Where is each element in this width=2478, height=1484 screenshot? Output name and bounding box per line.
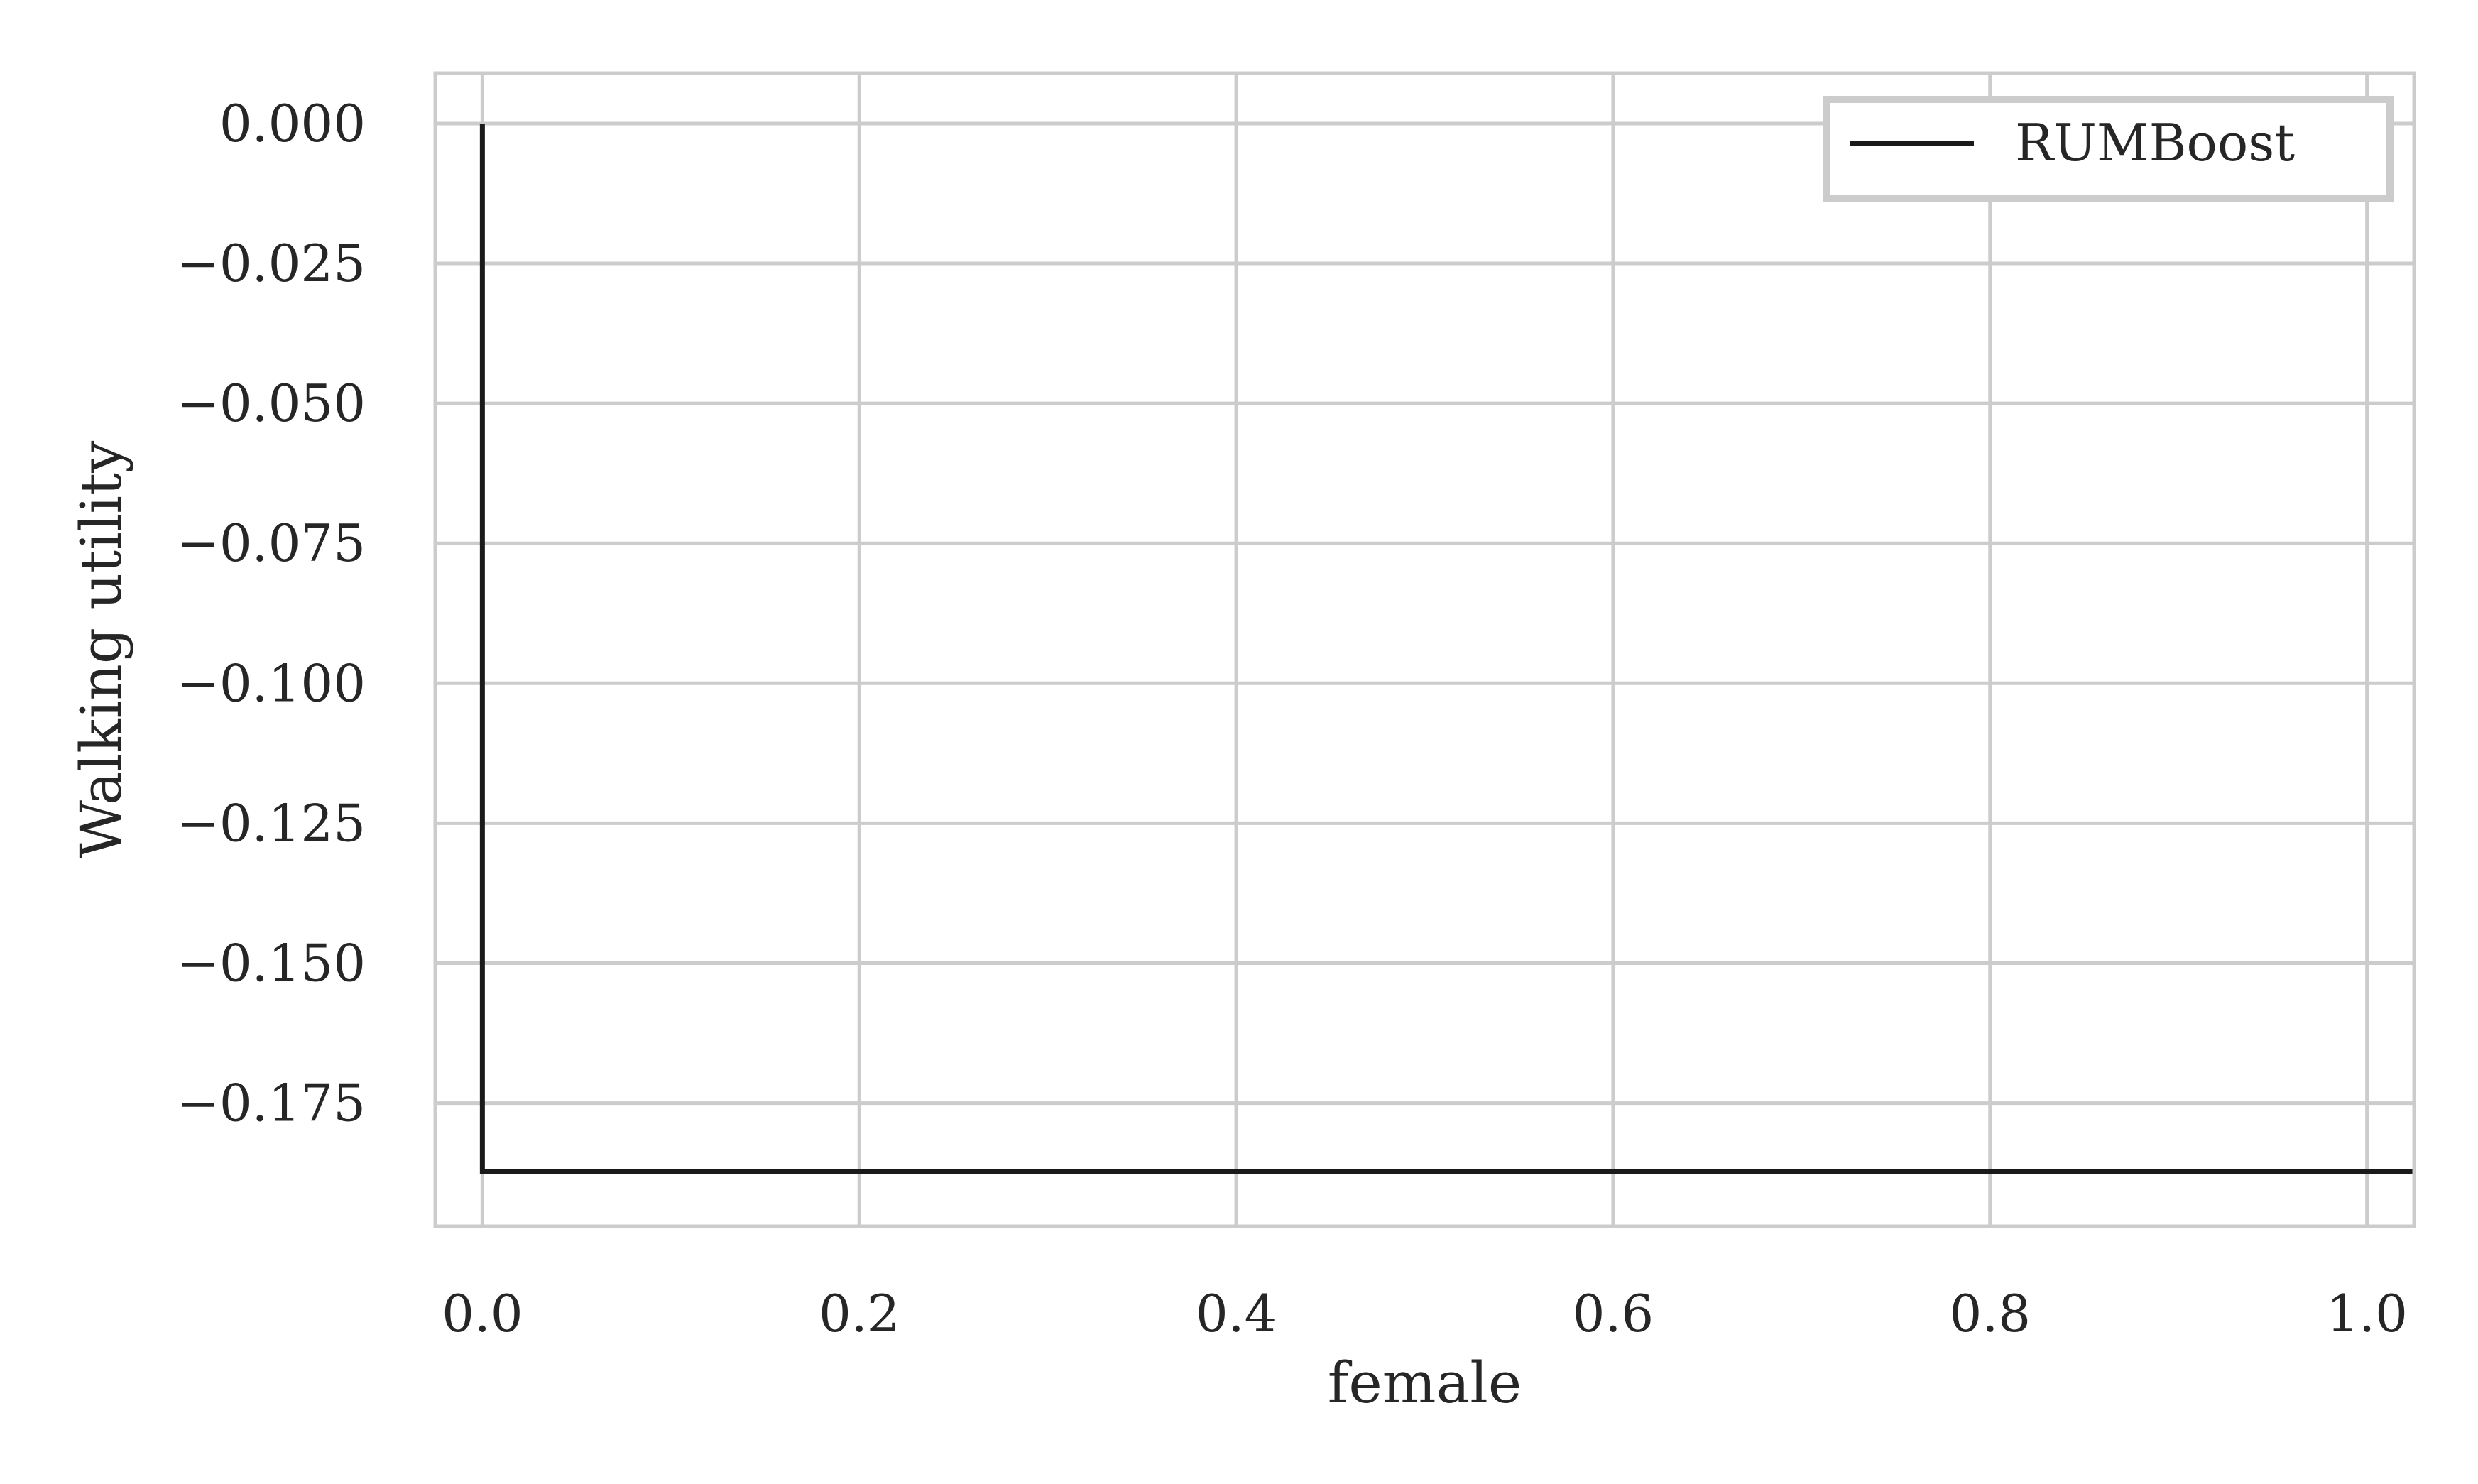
y-tick-label: −0.025 — [177, 234, 366, 293]
y-tick-labels: 0.000 −0.025 −0.050 −0.075 −0.100 −0.125 −0.15… — [177, 94, 366, 1133]
legend-label-rumboost: RUMBoost — [2015, 113, 2295, 173]
y-tick-label: −0.100 — [177, 653, 366, 713]
x-tick-label: 0.8 — [1950, 1284, 2031, 1343]
series-layer — [479, 123, 2414, 1175]
x-tick-label: 1.0 — [2326, 1284, 2408, 1343]
x-axis-label: female — [1328, 1350, 1522, 1416]
grid — [435, 73, 2414, 1226]
x-tick-labels: 0.0 0.2 0.4 0.6 0.8 1.0 — [442, 1284, 2408, 1343]
x-tick-label: 0.6 — [1573, 1284, 1654, 1343]
y-tick-label: −0.075 — [177, 513, 366, 573]
legend-box — [1823, 96, 2394, 202]
y-tick-label: 0.000 — [219, 94, 366, 153]
x-tick-label: 0.4 — [1196, 1284, 1277, 1343]
y-tick-label: −0.175 — [177, 1074, 366, 1133]
y-tick-label: −0.150 — [177, 933, 366, 993]
x-tick-label: 0.0 — [442, 1284, 523, 1343]
y-tick-label: −0.050 — [177, 373, 366, 433]
series-line-rumboost — [479, 123, 2414, 1175]
y-tick-label: −0.125 — [177, 793, 366, 853]
legend: RUMBoost — [1823, 96, 2394, 202]
x-tick-label: 0.2 — [819, 1284, 900, 1343]
y-axis-label: Walking utility — [68, 441, 134, 859]
plot-frame — [433, 71, 2416, 1228]
